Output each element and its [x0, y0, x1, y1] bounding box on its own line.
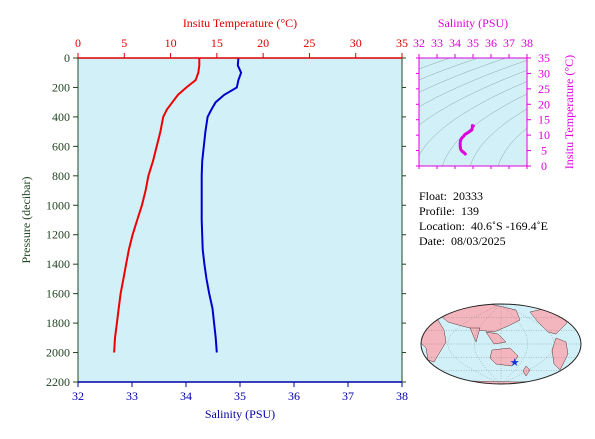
float-location-marker: ★	[510, 357, 520, 369]
ts-x-tick-label: 32	[413, 36, 425, 50]
float-value: 20333	[453, 189, 484, 203]
location-value: 40.6˚S -169.4˚E	[470, 219, 548, 233]
ts-isoline	[419, 69, 527, 126]
bottom-axis-tick-label: 36	[288, 389, 300, 403]
ts-isoline	[470, 108, 527, 166]
ts-x-tick-label: 37	[503, 36, 515, 50]
ts-isoline	[419, 59, 527, 108]
ts-y-tick-label: 30	[538, 66, 550, 80]
map-land-new-zealand	[522, 365, 531, 377]
ts-x-tick-label: 35	[467, 36, 479, 50]
top-axis-tick-label: 5	[121, 36, 127, 50]
ts-y-axis-label: Insitu Temperature (°C)	[562, 55, 576, 169]
main-series-group	[113, 57, 243, 353]
temperature-profile-line	[113, 58, 201, 353]
y-axis-tick-label: 1600	[46, 287, 70, 301]
map-land-south-america	[551, 337, 569, 371]
map-land-australia	[489, 347, 519, 367]
ts-isoline	[419, 58, 506, 93]
profile-line: Profile: 139	[419, 204, 548, 219]
ts-isoline	[497, 127, 527, 166]
ts-y-tick-label: 0	[541, 159, 547, 173]
ts-isoline	[582, 58, 595, 166]
ts-isoline	[419, 58, 478, 81]
date-value: 08/03/2025	[451, 234, 506, 248]
float-label: Float:	[419, 189, 448, 203]
float-line: Float: 20333	[419, 189, 548, 204]
ts-isoline	[442, 93, 527, 166]
ts-density-isolines	[419, 58, 595, 166]
main-plot-background	[78, 58, 402, 382]
date-label: Date:	[419, 234, 445, 248]
ts-x-axis-label: Salinity (PSU)	[438, 16, 508, 30]
map-meridian	[500, 304, 555, 384]
location-line: Location: 40.6˚S -169.4˚E	[419, 219, 548, 234]
map-graticule	[421, 304, 581, 384]
top-axis-tick-label: 35	[396, 36, 408, 50]
top-axis-label: Insitu Temperature (°C)	[183, 16, 297, 30]
world-map: ★	[420, 303, 582, 385]
bottom-axis-tick-label: 32	[72, 389, 84, 403]
y-axis-tick-label: 1400	[46, 257, 70, 271]
map-meridian	[447, 304, 502, 384]
map-land-india	[469, 327, 481, 343]
y-axis-tick-label: 1200	[46, 228, 70, 242]
y-axis-tick-label: 600	[52, 139, 70, 153]
float-info-panel: Float: 20333 Profile: 139 Location: 40.6…	[419, 189, 548, 249]
bottom-axis-tick-label: 37	[342, 389, 354, 403]
profile-value: 139	[461, 204, 479, 218]
y-axis-tick-label: 2200	[46, 375, 70, 389]
ts-y-tick-label: 15	[538, 113, 550, 127]
main-axis-ticks: 0 5 10 15 20 25 30 35 32 33 34 35 36 37 38 0 200 400 600 80…	[46, 36, 408, 403]
top-axis-tick-label: 15	[211, 36, 223, 50]
ts-x-tick-label: 33	[431, 36, 443, 50]
ts-series-group	[458, 124, 475, 156]
y-axis-tick-label: 800	[52, 169, 70, 183]
y-axis-tick-label: 1800	[46, 316, 70, 330]
bottom-axis-tick-label: 38	[396, 389, 408, 403]
date-line: Date: 08/03/2025	[419, 234, 548, 249]
location-label: Location:	[419, 219, 465, 233]
top-axis-tick-label: 25	[303, 36, 315, 50]
ts-isoline	[525, 162, 527, 166]
ts-y-tick-label: 20	[538, 97, 550, 111]
ts-plot-background	[419, 58, 527, 166]
top-axis-tick-label: 0	[75, 36, 81, 50]
bottom-axis-tick-label: 34	[180, 389, 192, 403]
ts-curve	[458, 124, 475, 156]
bottom-axis-tick-label: 35	[234, 389, 246, 403]
salinity-profile-line	[200, 57, 243, 353]
ts-isoline	[419, 81, 527, 156]
ts-y-tick-label: 35	[538, 51, 550, 65]
y-axis-label: Pressure (decibar)	[19, 177, 33, 264]
ts-y-tick-label: 10	[538, 128, 550, 142]
y-axis-tick-label: 200	[52, 80, 70, 94]
top-axis-tick-label: 20	[257, 36, 269, 50]
bottom-axis-tick-label: 33	[126, 389, 138, 403]
ts-y-tick-label: 25	[538, 82, 550, 96]
ts-x-tick-label: 34	[449, 36, 461, 50]
y-axis-tick-label: 1000	[46, 198, 70, 212]
ts-y-tick-label: 5	[541, 144, 547, 158]
ts-x-tick-label: 36	[485, 36, 497, 50]
top-axis-tick-label: 30	[350, 36, 362, 50]
y-axis-tick-label: 400	[52, 110, 70, 124]
ts-x-tick-label: 38	[521, 36, 533, 50]
map-outline	[420, 303, 582, 385]
top-axis-tick-label: 10	[165, 36, 177, 50]
y-axis-tick-label: 0	[64, 51, 70, 65]
bottom-axis-label: Salinity (PSU)	[205, 407, 275, 421]
profile-label: Profile:	[419, 204, 455, 218]
y-axis-tick-label: 2000	[46, 346, 70, 360]
